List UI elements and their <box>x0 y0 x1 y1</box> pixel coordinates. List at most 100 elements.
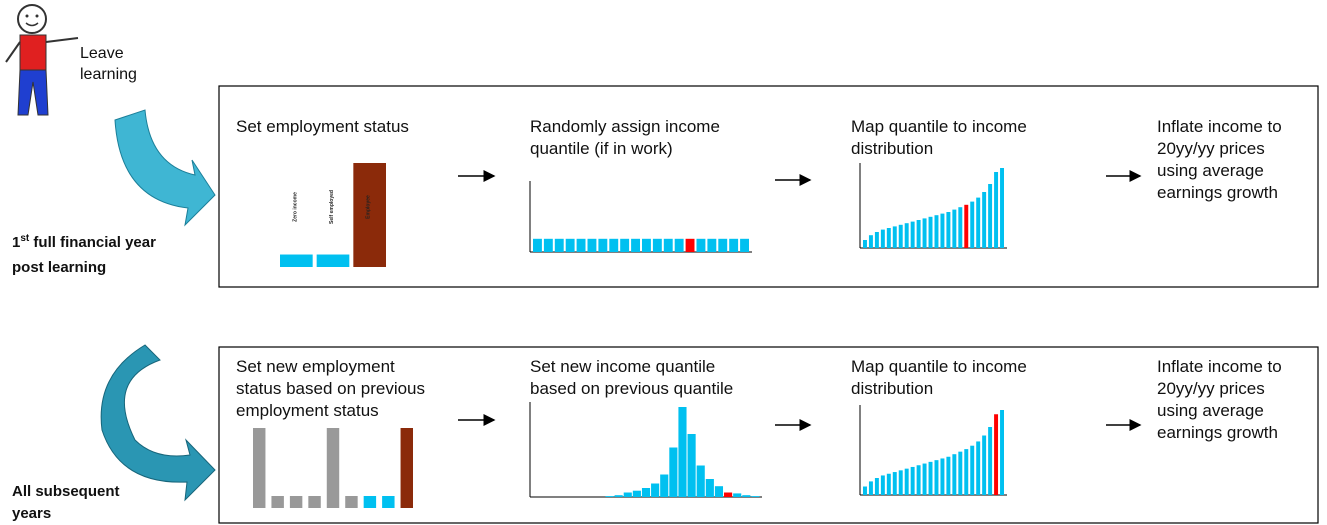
bar <box>696 465 705 497</box>
bar <box>910 221 915 248</box>
step-text: based on previous quantile <box>530 379 733 398</box>
bar <box>705 479 714 497</box>
step-text: using average <box>1157 161 1264 180</box>
bar <box>533 238 542 252</box>
bar <box>678 407 687 497</box>
bar <box>326 428 340 508</box>
bar <box>641 488 651 497</box>
step-arrows <box>458 170 1142 431</box>
bar <box>898 470 903 495</box>
curved-arrow <box>100 344 216 502</box>
stage-box <box>218 85 1319 288</box>
bar <box>696 238 706 252</box>
bar <box>660 474 669 497</box>
step-text: Inflate income to <box>1157 357 1282 376</box>
bar <box>946 212 951 248</box>
bar-label: Employee <box>366 195 372 219</box>
step-text: quantile (if in work) <box>530 139 673 158</box>
stage-label: years <box>12 505 51 522</box>
step-text: Set new income quantile <box>530 357 715 376</box>
step-text: Map quantile to income <box>851 117 1027 136</box>
bar <box>663 238 673 252</box>
bar <box>874 478 879 495</box>
bar <box>964 204 969 248</box>
bar <box>598 238 608 252</box>
bar <box>363 496 377 508</box>
bar <box>863 240 867 248</box>
step-text: earnings growth <box>1157 183 1278 202</box>
bar <box>687 434 696 497</box>
bar <box>916 220 921 248</box>
bar <box>934 215 939 248</box>
step-text: 20yy/yy prices <box>1157 139 1265 158</box>
bar <box>868 235 873 248</box>
bar <box>605 496 614 497</box>
stick-figure <box>5 4 79 116</box>
bar <box>874 232 879 248</box>
bar <box>614 495 623 497</box>
bar <box>892 226 897 248</box>
bar <box>988 427 993 495</box>
bar-label: Zero income <box>292 192 298 222</box>
bar <box>922 218 927 248</box>
bar <box>642 238 651 252</box>
bar <box>928 461 933 495</box>
bar <box>868 481 873 495</box>
bar <box>886 228 891 248</box>
step-text: using average <box>1157 401 1264 420</box>
stage-label: post learning <box>12 259 106 276</box>
bar <box>740 238 749 252</box>
bar <box>964 449 969 495</box>
bar <box>916 465 921 495</box>
bar <box>880 475 885 495</box>
bar <box>742 495 751 497</box>
bar <box>958 207 963 248</box>
bar <box>620 238 630 252</box>
bar <box>707 238 717 252</box>
bar <box>316 254 350 267</box>
bar <box>353 163 386 267</box>
bar <box>632 490 641 497</box>
bar <box>718 238 728 252</box>
step-text: earnings growth <box>1157 423 1278 442</box>
bar <box>880 229 885 248</box>
bar <box>946 456 951 495</box>
bar <box>976 197 981 248</box>
step-text: distribution <box>851 379 933 398</box>
step-text: Inflate income to <box>1157 117 1282 136</box>
bar <box>652 238 662 252</box>
bar <box>952 209 957 248</box>
figure-caption: Leave <box>80 45 124 62</box>
bar <box>904 468 909 495</box>
bar <box>714 486 724 497</box>
bar <box>976 441 981 495</box>
figure-caption: learning <box>80 66 137 83</box>
curved-arrow <box>114 109 216 227</box>
bar <box>623 492 632 497</box>
bar <box>1000 410 1004 495</box>
bar <box>928 216 933 248</box>
bar <box>940 458 945 495</box>
bar <box>685 238 695 252</box>
bar <box>674 238 684 252</box>
bar-label: Self employed <box>329 190 335 224</box>
bar <box>952 454 957 495</box>
bar <box>554 238 564 252</box>
step-text: Set new employment <box>236 357 395 376</box>
bar <box>982 435 987 495</box>
bar <box>400 428 413 508</box>
bar <box>271 496 284 508</box>
bar <box>982 192 987 248</box>
bar <box>863 486 867 495</box>
bar <box>994 172 999 248</box>
bar <box>729 238 739 252</box>
bar <box>958 451 963 495</box>
bar <box>382 496 395 508</box>
bar <box>733 493 742 497</box>
bar <box>1000 168 1004 248</box>
bar <box>631 238 640 252</box>
bar <box>565 238 575 252</box>
bar <box>898 224 903 248</box>
bar <box>253 428 266 508</box>
bar <box>994 414 999 495</box>
